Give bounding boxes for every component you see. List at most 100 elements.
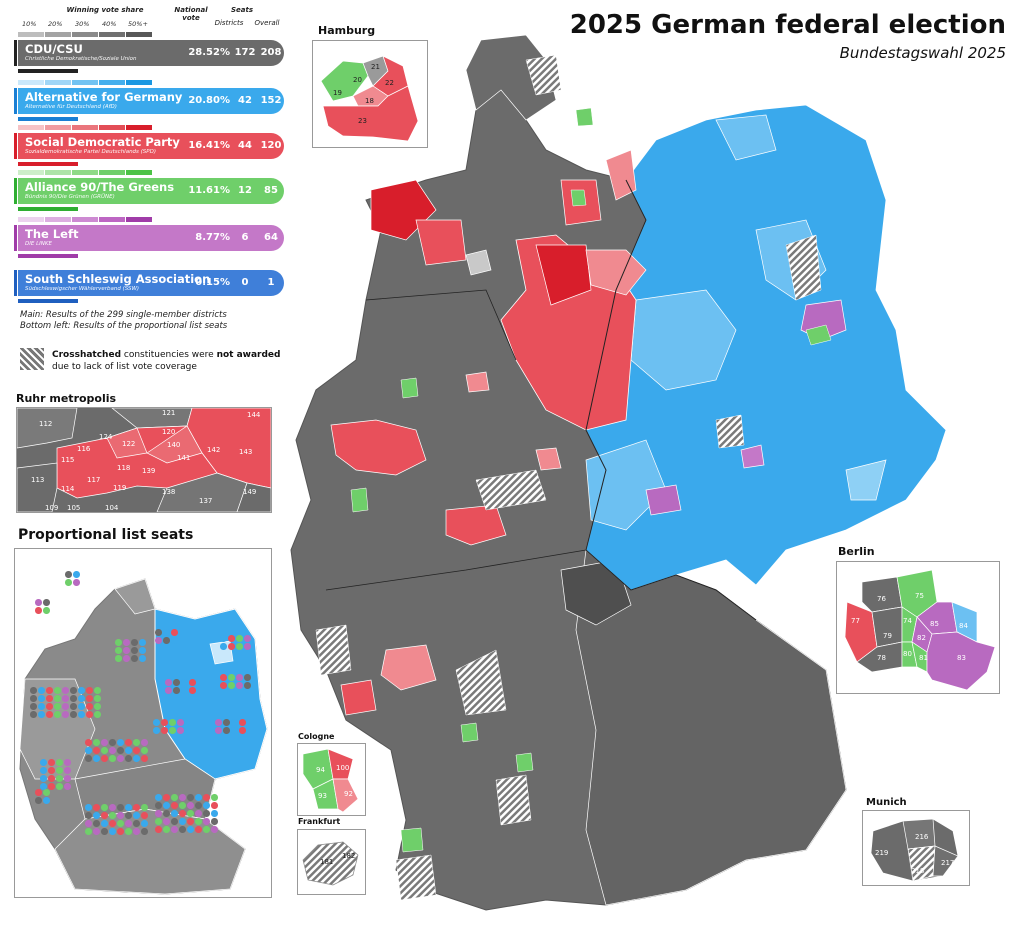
seat-dot <box>133 812 140 819</box>
seat-dot <box>203 826 210 833</box>
district-label: 22 <box>385 79 394 87</box>
seat-dot <box>93 755 100 762</box>
seat-dot <box>101 747 108 754</box>
party-color-stripe <box>14 178 17 204</box>
seat-dot <box>85 747 92 754</box>
seat-dot <box>131 639 138 646</box>
party-district-seats: 42 <box>238 95 252 106</box>
seat-dot <box>163 637 170 644</box>
vote-share-shades <box>18 170 153 175</box>
proportional-inset <box>14 548 272 898</box>
party-overall-seats: 152 <box>260 95 282 106</box>
district-label: 144 <box>247 411 261 419</box>
party-national-vote: 0.15% <box>195 277 230 288</box>
seat-dot <box>56 775 63 782</box>
seat-dot <box>40 775 47 782</box>
seat-dot <box>85 739 92 746</box>
seat-dot <box>155 810 162 817</box>
district-label: 140 <box>167 441 181 449</box>
party-row: Alternative for Germany Alternative für D… <box>14 88 284 114</box>
munich-map <box>870 818 959 882</box>
party-row: South Schleswig Association Südschleswigs… <box>14 270 284 296</box>
overall-seat-bar <box>18 207 78 211</box>
seat-dot <box>239 727 246 734</box>
party-district-seats: 0 <box>241 277 249 288</box>
crosshatch-note: Crosshatched constituencies were not awa… <box>52 349 282 373</box>
seat-dot <box>203 794 210 801</box>
district-label: 21 <box>371 63 380 71</box>
seat-dot <box>46 703 53 710</box>
seat-dot <box>70 711 77 718</box>
district-label: 18 <box>365 97 374 105</box>
seat-dot <box>187 818 194 825</box>
seat-dot <box>236 635 243 642</box>
seat-dot <box>211 794 218 801</box>
seat-dot <box>231 719 238 726</box>
district-label: 83 <box>957 654 966 662</box>
district-label: 85 <box>930 620 939 628</box>
seat-dot <box>38 703 45 710</box>
coverage-note: due to lack of list vote coverage <box>52 362 197 372</box>
party-overall-seats: 85 <box>264 185 278 196</box>
seat-dot <box>93 747 100 754</box>
seat-dot <box>131 647 138 654</box>
frankfurt-map <box>302 841 359 886</box>
seat-dot <box>187 794 194 801</box>
seat-dot <box>244 635 251 642</box>
seat-dot <box>179 818 186 825</box>
seat-dot <box>181 679 188 686</box>
seat-dot <box>117 828 124 835</box>
ruhr-inset-title: Ruhr metropolis <box>16 392 117 405</box>
district-label: 119 <box>113 484 127 492</box>
party-name: Alternative for Germany <box>25 90 183 104</box>
district-label: 93 <box>318 792 327 800</box>
germany-district-map <box>290 34 946 911</box>
seat-dot <box>177 719 184 726</box>
seat-dot <box>46 695 53 702</box>
seat-dot <box>109 739 116 746</box>
seat-dot <box>109 812 116 819</box>
seat-dot <box>155 637 162 644</box>
party-native-name: DIE LINKE <box>25 241 52 247</box>
seat-dot <box>125 747 132 754</box>
district-label: 122 <box>122 440 136 448</box>
party-district-seats: 12 <box>238 185 252 196</box>
party-color-stripe <box>14 88 17 114</box>
seat-dot <box>85 820 92 827</box>
seat-dot <box>141 828 148 835</box>
seat-dot <box>117 755 124 762</box>
party-native-name: Alternative für Deutschland (AfD) <box>25 104 117 110</box>
map-title: 2025 German federal election <box>569 10 1006 40</box>
district-label: 94 <box>316 766 325 774</box>
district-label: 149 <box>243 488 257 496</box>
ruhr-map <box>16 407 272 513</box>
seat-dot <box>73 579 80 586</box>
seat-dot <box>171 802 178 809</box>
seat-dot <box>109 755 116 762</box>
seat-dot <box>93 820 100 827</box>
seat-dot <box>117 747 124 754</box>
district-label: 218 <box>911 867 925 875</box>
seat-dot <box>125 755 132 762</box>
seat-dot <box>30 711 37 718</box>
seat-dot <box>62 711 69 718</box>
seat-dot <box>141 812 148 819</box>
legend-notes: Main: Results of the 299 single-member d… <box>20 310 280 332</box>
seat-dot <box>141 804 148 811</box>
seat-dot <box>54 711 61 718</box>
scale-10: 10% <box>22 20 37 28</box>
seat-dot <box>73 571 80 578</box>
seat-dot <box>195 826 202 833</box>
district-label: 121 <box>162 409 176 417</box>
seat-dot <box>48 775 55 782</box>
seat-dot <box>117 812 124 819</box>
seat-dot <box>93 804 100 811</box>
munich-inset-title: Munich <box>866 797 907 808</box>
seat-dot <box>115 655 122 662</box>
scale-30: 30% <box>75 20 90 28</box>
party-row: Social Democratic Party Sozialdemokratisc… <box>14 133 284 159</box>
seat-dot <box>203 818 210 825</box>
frankfurt-inset: 181 182 <box>297 829 366 895</box>
seat-dot <box>115 647 122 654</box>
district-label: 137 <box>199 497 213 505</box>
